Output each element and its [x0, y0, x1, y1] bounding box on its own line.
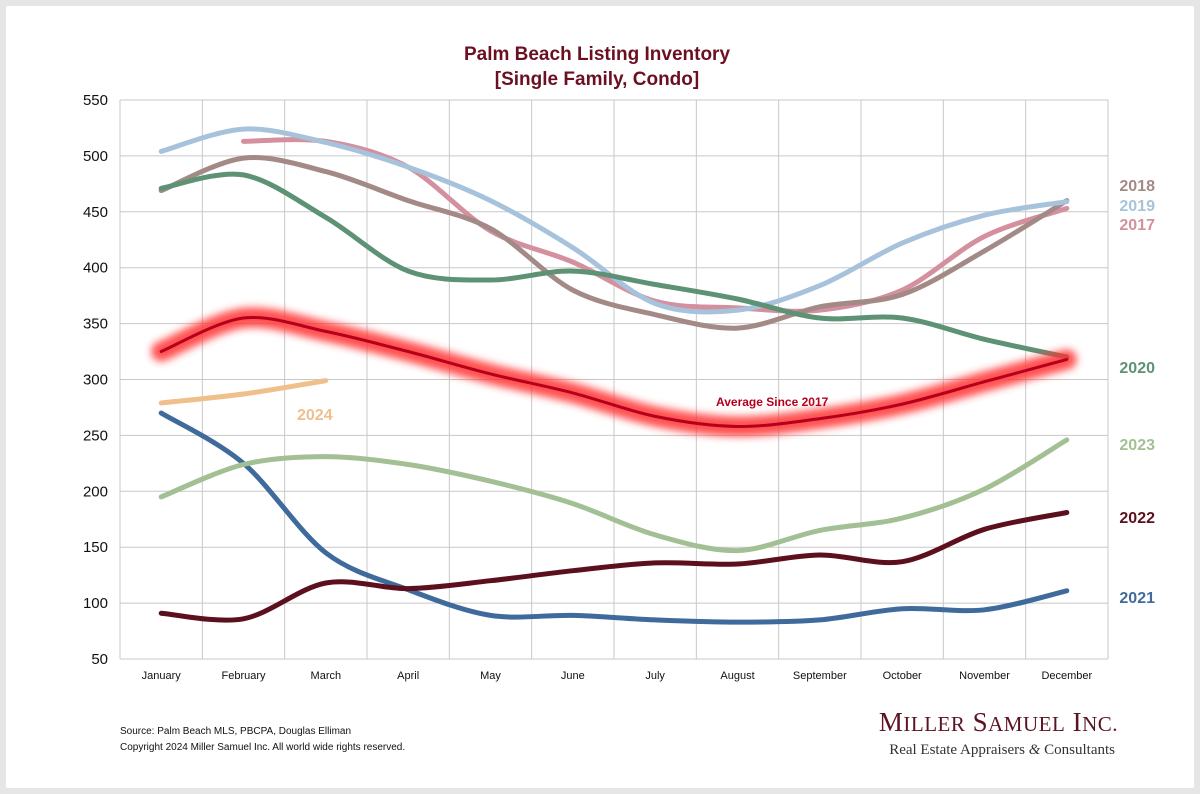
- x-tick-label: December: [1041, 670, 1092, 682]
- chart-title: Palm Beach Listing Inventory: [464, 44, 730, 65]
- series-label-2024: 2024: [297, 407, 333, 424]
- x-tick-label: January: [142, 670, 182, 682]
- y-tick-label: 100: [83, 595, 108, 612]
- series-line-2021: [158, 410, 1070, 625]
- x-tick-label: March: [311, 670, 342, 682]
- chart: Palm Beach Listing Inventory [Single Fam…: [83, 44, 1155, 758]
- copyright-note: Copyright 2024 Miller Samuel Inc. All wo…: [120, 742, 405, 753]
- series-line-2023: [158, 437, 1070, 554]
- series-line-2018: [158, 155, 1070, 331]
- y-tick-label: 250: [83, 427, 108, 444]
- logo-name: MILLER SAMUEL INC.: [879, 707, 1118, 737]
- y-tick-label: 400: [83, 260, 108, 277]
- logo: MILLER SAMUEL INC. Real Estate Appraiser…: [879, 707, 1118, 758]
- series-label-2021: 2021: [1119, 590, 1155, 607]
- series-label-average-since-2017: Average Since 2017: [716, 395, 829, 409]
- y-tick-label: 550: [83, 92, 108, 109]
- series-label-2022: 2022: [1119, 510, 1155, 527]
- series-label-2017: 2017: [1119, 217, 1155, 234]
- series-line-2024: [158, 378, 329, 406]
- x-tick-label: June: [561, 670, 585, 682]
- series-label-2019: 2019: [1119, 198, 1155, 215]
- series-lines: [151, 126, 1077, 625]
- series-label-2020: 2020: [1119, 360, 1155, 377]
- y-tick-label: 50: [91, 651, 108, 668]
- series-label-2018: 2018: [1119, 178, 1155, 195]
- x-tick-label: July: [645, 670, 665, 682]
- x-tick-label: September: [793, 670, 847, 682]
- x-tick-label: May: [480, 670, 501, 682]
- chart-card: Palm Beach Listing Inventory [Single Fam…: [6, 6, 1194, 788]
- y-tick-label: 200: [83, 483, 108, 500]
- y-tick-label: 350: [83, 316, 108, 333]
- x-tick-label: November: [959, 670, 1010, 682]
- x-tick-label: February: [221, 670, 266, 682]
- x-tick-label: August: [720, 670, 754, 682]
- series-line-average-since-2017: [159, 315, 1069, 429]
- series-line-2022: [158, 510, 1070, 623]
- y-tick-label: 450: [83, 204, 108, 221]
- grid: [119, 99, 1109, 660]
- series-line-2020: [158, 171, 1070, 360]
- y-tick-label: 300: [83, 372, 108, 389]
- x-axis: January February March April May June July Augu…: [142, 670, 1093, 682]
- x-tick-label: October: [883, 670, 922, 682]
- x-tick-label: April: [397, 670, 419, 682]
- y-axis: 50 100 150 200 250 300 350 400 450 500 550: [83, 92, 108, 668]
- logo-tagline: Real Estate Appraisers & Consultants: [889, 742, 1115, 758]
- series-label-2023: 2023: [1119, 437, 1155, 454]
- chart-subtitle: [Single Family, Condo]: [495, 69, 699, 90]
- series-labels: 2017 2018 2019 2020 2021 2022 2023 2024 Average …: [297, 178, 1155, 607]
- source-note: Source: Palm Beach MLS, PBCPA, Douglas E…: [120, 726, 351, 737]
- y-tick-label: 500: [83, 148, 108, 165]
- y-tick-label: 150: [83, 539, 108, 556]
